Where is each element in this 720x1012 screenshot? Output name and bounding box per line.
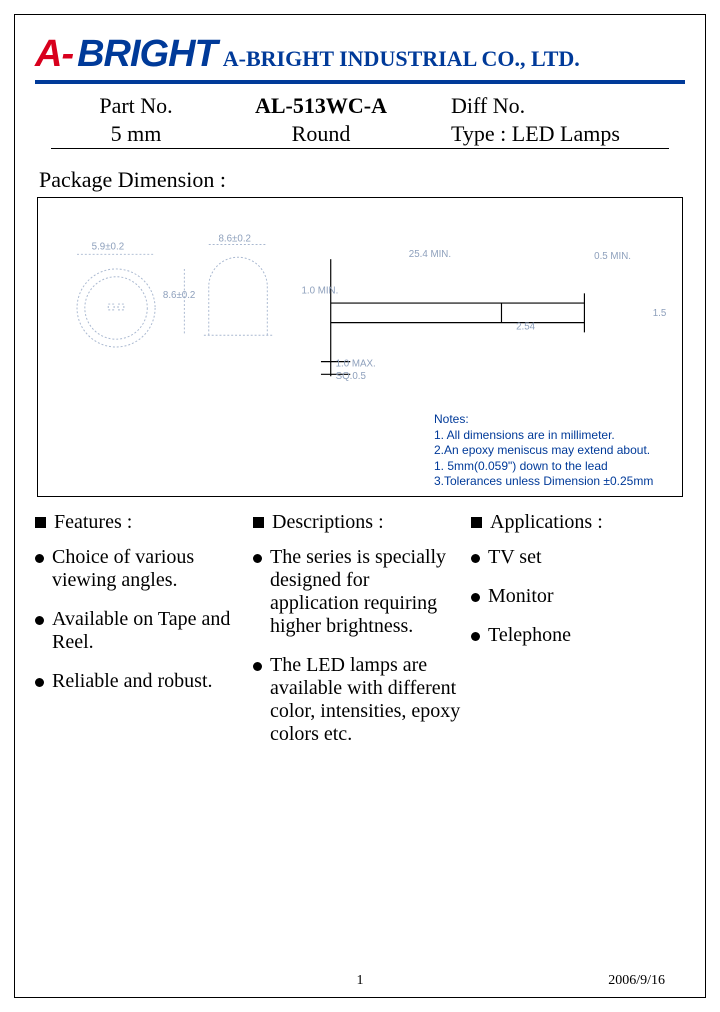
spec-partno-value: AL-513WC-A bbox=[221, 93, 421, 119]
diagram-notes: Notes: 1. All dimensions are in millimet… bbox=[434, 412, 674, 490]
dim-label: 1.0 MIN. bbox=[301, 285, 338, 296]
features-item: Reliable and robust. bbox=[52, 670, 213, 693]
dim-label: 25.4 MIN. bbox=[409, 249, 451, 260]
dot-bullet-icon bbox=[471, 593, 480, 602]
dot-bullet-icon bbox=[471, 632, 480, 641]
notes-line: 1. All dimensions are in millimeter. bbox=[434, 428, 674, 444]
dot-bullet-icon bbox=[35, 678, 44, 687]
spec-size: 5 mm bbox=[51, 121, 221, 147]
dot-bullet-icon bbox=[253, 662, 262, 671]
applications-item: Telephone bbox=[488, 624, 571, 647]
dot-bullet-icon bbox=[253, 554, 262, 563]
spec-diffno-label: Diff No. bbox=[421, 93, 669, 119]
logo-bright: BRIGHT bbox=[77, 33, 217, 76]
features-title: Features : bbox=[54, 511, 132, 534]
applications-column: Applications : TV set Monitor Telephone bbox=[471, 511, 685, 762]
dot-bullet-icon bbox=[35, 616, 44, 625]
dim-label: 5.9±0.2 bbox=[92, 241, 124, 252]
applications-item: Monitor bbox=[488, 585, 554, 608]
dim-label: SQ.0.5 bbox=[336, 371, 367, 382]
descriptions-title: Descriptions : bbox=[272, 511, 384, 534]
dim-label: 8.6±0.2 bbox=[219, 234, 251, 245]
notes-line: 2.An epoxy meniscus may extend about. bbox=[434, 443, 674, 459]
header-rule bbox=[35, 80, 685, 84]
notes-line: 1. 5mm(0.059") down to the lead bbox=[434, 459, 674, 475]
features-item: Available on Tape and Reel. bbox=[52, 608, 243, 654]
notes-line: 3.Tolerances unless Dimension ±0.25mm bbox=[434, 474, 674, 490]
dim-label: 8.6±0.2 bbox=[163, 290, 195, 301]
spec-shape: Round bbox=[221, 121, 421, 147]
spec-header: Part No. AL-513WC-A Diff No. 5 mm Round … bbox=[51, 92, 669, 149]
descriptions-item: The LED lamps are available with differe… bbox=[270, 654, 461, 746]
dim-label: 1.0 MAX. bbox=[336, 359, 376, 370]
page-number: 1 bbox=[357, 973, 364, 989]
page-footer: 1 2006/9/16 bbox=[15, 973, 705, 989]
dim-label: 2.54 bbox=[516, 321, 536, 332]
notes-heading: Notes: bbox=[434, 412, 674, 428]
package-dimension-diagram: 5.9±0.2 8.6±0.2 8.6±0.2 25.4 MIN. 1.0 MA… bbox=[37, 197, 683, 497]
dim-label: 0.5 MIN. bbox=[594, 251, 631, 262]
features-column: Features : Choice of various viewing ang… bbox=[35, 511, 249, 762]
spec-partno-label: Part No. bbox=[51, 93, 221, 119]
dim-label: 1.5 bbox=[653, 308, 667, 319]
applications-title: Applications : bbox=[490, 511, 603, 534]
footer-date: 2006/9/16 bbox=[608, 973, 665, 989]
package-dimension-title: Package Dimension : bbox=[39, 167, 685, 193]
info-columns: Features : Choice of various viewing ang… bbox=[35, 511, 685, 762]
dot-bullet-icon bbox=[35, 554, 44, 563]
spec-type: Type : LED Lamps bbox=[421, 121, 669, 147]
square-bullet-icon bbox=[471, 517, 482, 528]
dot-bullet-icon bbox=[471, 554, 480, 563]
square-bullet-icon bbox=[253, 517, 264, 528]
company-name: A-BRIGHT INDUSTRIAL CO., LTD. bbox=[223, 46, 580, 72]
descriptions-item: The series is specially designed for app… bbox=[270, 546, 461, 638]
features-item: Choice of various viewing angles. bbox=[52, 546, 243, 592]
square-bullet-icon bbox=[35, 517, 46, 528]
descriptions-column: Descriptions : The series is specially d… bbox=[253, 511, 467, 762]
applications-item: TV set bbox=[488, 546, 542, 569]
header: A-BRIGHT A-BRIGHT INDUSTRIAL CO., LTD. bbox=[35, 33, 685, 76]
logo-a: A- bbox=[35, 33, 73, 76]
